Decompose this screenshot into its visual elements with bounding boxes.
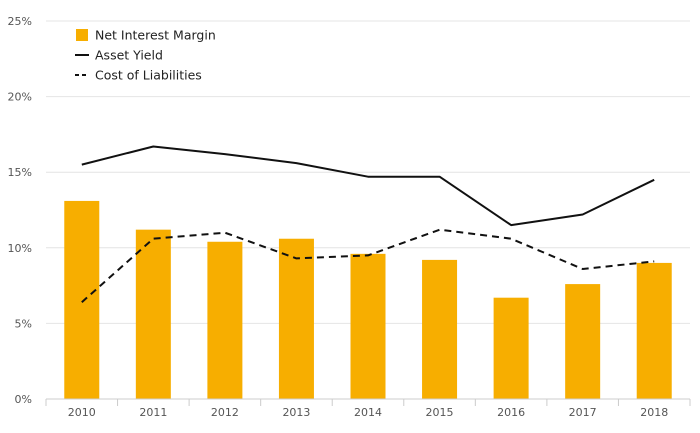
x-tick-label: 2017 [569, 406, 597, 419]
legend-swatch-net-interest-margin [76, 29, 88, 41]
x-tick-label: 2013 [282, 406, 310, 419]
bar-net-interest-margin [64, 200, 100, 399]
legend-label-cost-of-liabilities: Cost of Liabilities [95, 68, 202, 83]
line-asset-yield [81, 145, 655, 227]
x-tick-label: 2015 [426, 406, 454, 419]
bar-net-interest-margin [422, 259, 458, 399]
y-tick-label: 5% [15, 317, 32, 330]
bar-net-interest-margin [135, 229, 171, 399]
bar-net-interest-margin [636, 262, 672, 399]
x-tick-label: 2011 [139, 406, 167, 419]
legend: Net Interest Margin Asset Yield Cost of Li… [75, 28, 216, 83]
bar-net-interest-margin [278, 238, 314, 399]
legend-label-asset-yield: Asset Yield [95, 48, 163, 63]
bar-net-interest-margin [493, 297, 529, 399]
bars-net-interest-margin [64, 200, 672, 399]
x-axis: 2010 2011 2012 2013 2014 2015 2016 2017 2018 [45, 398, 691, 419]
x-tick-label: 2010 [68, 406, 96, 419]
x-tick-label: 2012 [211, 406, 239, 419]
y-tick-label: 25% [8, 15, 32, 28]
bar-net-interest-margin [350, 253, 386, 399]
x-tick-label: 2014 [354, 406, 382, 419]
bar-net-interest-margin [207, 241, 243, 399]
y-tick-label: 0% [15, 393, 32, 406]
y-tick-label: 10% [8, 242, 32, 255]
lines [81, 145, 655, 303]
y-tick-label: 15% [8, 166, 32, 179]
line-cost-of-liabilities [81, 228, 655, 303]
y-tick-label: 20% [8, 91, 32, 104]
x-tick-label: 2018 [640, 406, 668, 419]
legend-label-net-interest-margin: Net Interest Margin [95, 28, 216, 43]
x-tick-label: 2016 [497, 406, 525, 419]
y-axis-ticks: 0% 5% 10% 15% 20% 25% [8, 15, 32, 406]
bar-net-interest-margin [565, 284, 601, 399]
